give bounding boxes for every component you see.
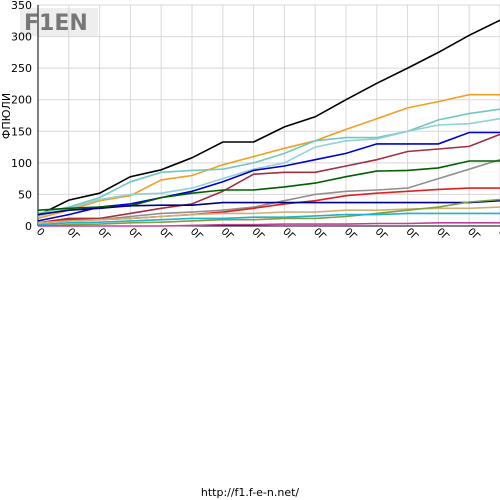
y-tick-label: 250 xyxy=(11,62,32,75)
series-line xyxy=(37,93,500,220)
series-line xyxy=(37,212,500,226)
series-line xyxy=(37,108,500,215)
x-tick-label: 0Г xyxy=(342,226,359,243)
series-line xyxy=(37,133,500,224)
x-tick-label: 0Г xyxy=(465,226,482,243)
logo-box xyxy=(20,8,98,36)
x-tick-label: 0Г xyxy=(157,226,174,243)
x-tick-label: 0Г xyxy=(434,226,451,243)
x-tick-label: 0Г xyxy=(496,226,500,243)
y-tick-label: 100 xyxy=(11,157,32,170)
x-tick-label: 0Г xyxy=(311,226,328,243)
x-tick-label: 0Г xyxy=(373,226,390,243)
series-line xyxy=(37,206,500,224)
series-line xyxy=(37,19,500,217)
x-tick-label: 0Г xyxy=(65,226,82,243)
y-tick-label: 200 xyxy=(11,94,32,107)
series-line xyxy=(37,131,500,222)
x-tick-label: 0Г xyxy=(280,226,297,243)
x-tick-label: 0Г xyxy=(219,226,236,243)
y-tick-label: 50 xyxy=(18,188,32,201)
series-line xyxy=(38,222,500,227)
footer: http://f1.f-e-n.net/ xyxy=(201,486,300,499)
y-tick-label: 350 xyxy=(11,0,32,12)
series-line xyxy=(37,199,500,216)
y-tick-label: 150 xyxy=(11,125,32,138)
x-tick-label: 0Г xyxy=(249,226,266,243)
y-axis-label: ФПЮЛИ xyxy=(0,93,13,139)
series-line xyxy=(37,117,500,218)
x-tick-label: 0Г xyxy=(188,226,205,243)
series-line xyxy=(37,198,500,227)
x-tick-label: 0Г xyxy=(126,226,143,243)
y-tick-label: 300 xyxy=(11,31,32,44)
x-tick-label: 0Г xyxy=(403,226,420,243)
y-tick-label: 0 xyxy=(25,220,32,233)
series-line xyxy=(37,158,500,224)
x-tick-label: 0 xyxy=(34,226,46,238)
x-tick-label: 0Г xyxy=(95,226,112,243)
logo: F1EN xyxy=(24,11,88,36)
